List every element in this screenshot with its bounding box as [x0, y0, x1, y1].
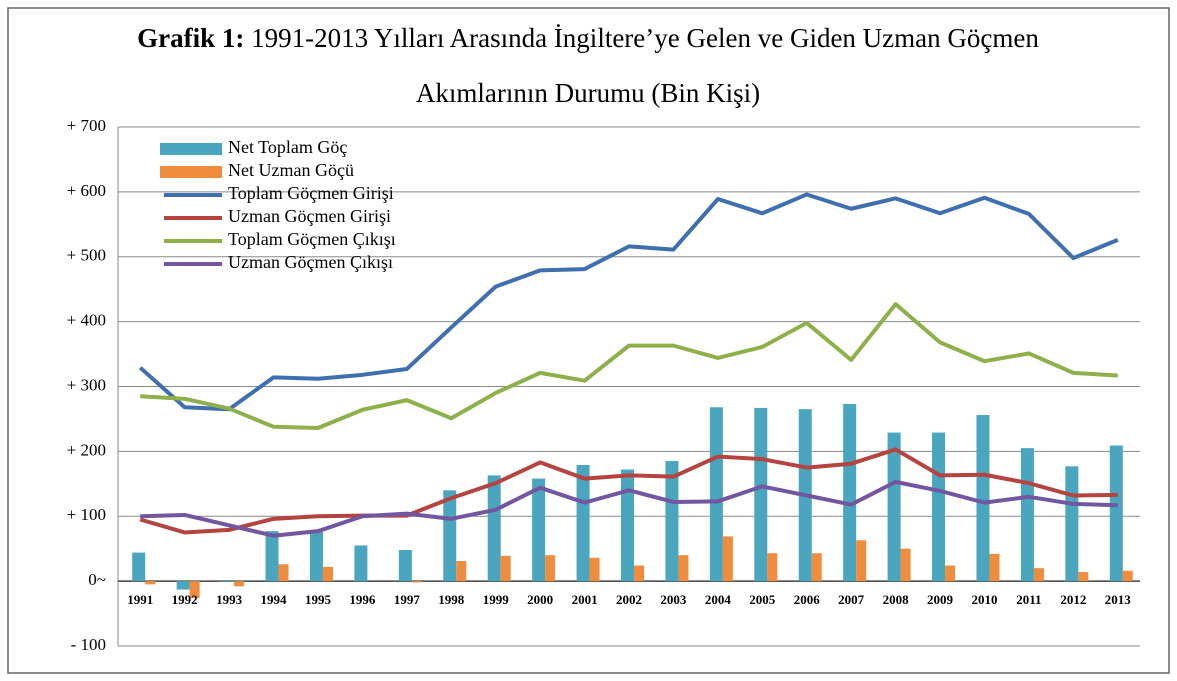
bar	[322, 566, 333, 582]
legend-label: Net Uzman Göçü	[228, 160, 354, 180]
x-tick-label: 1998	[438, 592, 465, 607]
bar	[278, 564, 289, 582]
bar	[309, 531, 323, 582]
bar	[132, 552, 146, 582]
x-tick-label: 1995	[305, 592, 332, 607]
line	[138, 192, 1119, 412]
x-tick-label: 2006	[794, 592, 821, 607]
legend-label: Uzman Göçmen Çıkışı	[228, 252, 393, 272]
x-tick-label: 2012	[1060, 592, 1086, 607]
bar	[722, 536, 733, 582]
bar	[932, 432, 946, 582]
y-tick-label: + 500	[67, 246, 106, 265]
x-tick-label: 2004	[705, 592, 732, 607]
y-tick-label: + 100	[67, 505, 106, 524]
y-tick-label: + 700	[67, 116, 106, 135]
bar	[1078, 572, 1089, 582]
bar	[665, 461, 679, 582]
x-tick-label: 2008	[883, 592, 910, 607]
bar	[754, 407, 768, 582]
x-tick-label: 1996	[349, 592, 376, 607]
y-tick-label: + 200	[67, 440, 106, 459]
title-line: Akımlarının Durumu (Bin Kişi)	[416, 78, 760, 108]
x-tick-label: 2013	[1105, 592, 1132, 607]
bar	[767, 553, 778, 582]
bar	[234, 581, 245, 587]
bar	[189, 581, 200, 598]
legend-label: Toplam Göçmen Çıkışı	[228, 229, 396, 249]
legend-label: Uzman Göçmen Girişi	[228, 206, 391, 226]
bar	[989, 553, 1000, 582]
legend-swatch	[160, 166, 222, 178]
bar	[545, 555, 556, 582]
bar	[887, 432, 901, 582]
legend-label: Net Toplam Göç	[228, 137, 347, 157]
legend-swatch	[160, 143, 222, 155]
bar	[456, 561, 467, 582]
y-tick-label: + 600	[67, 181, 106, 200]
bar	[398, 549, 412, 582]
bar	[145, 581, 156, 585]
bar	[500, 555, 511, 582]
x-tick-label: 1993	[216, 592, 243, 607]
bar	[532, 478, 546, 582]
x-tick-label: 1997	[394, 592, 421, 607]
bar	[411, 581, 422, 583]
bar	[443, 490, 457, 582]
line	[139, 447, 1118, 535]
y-tick-label: 0~	[88, 570, 106, 589]
bar	[265, 531, 279, 582]
bar	[811, 553, 822, 582]
title-line: 1991-2013 Yılları Arasında İngiltere’ye …	[251, 23, 1039, 53]
x-tick-label: 2002	[616, 592, 642, 607]
bar	[176, 581, 190, 590]
bar	[945, 565, 956, 582]
chart-title: Grafik 1: 1991-2013 Yılları Arasında İng…	[137, 23, 1039, 53]
y-tick-label: - 100	[71, 635, 106, 654]
bar	[621, 469, 634, 582]
bar	[976, 415, 990, 582]
bar	[221, 581, 235, 582]
bar	[1033, 568, 1044, 582]
y-tick-label: + 300	[67, 375, 106, 394]
bar	[1109, 445, 1123, 582]
bar	[354, 545, 368, 582]
line	[140, 479, 1118, 538]
x-tick-label: 1991	[127, 592, 153, 607]
y-tick-label: + 400	[67, 311, 106, 330]
line	[140, 302, 1118, 431]
x-tick-label: 2009	[927, 592, 954, 607]
x-tick-label: 1992	[172, 592, 198, 607]
bar	[1020, 448, 1034, 582]
legend-label: Toplam Göçmen Girişi	[228, 183, 394, 203]
bar	[634, 565, 644, 582]
x-tick-label: 1999	[483, 592, 510, 607]
bar	[487, 475, 501, 582]
bar	[900, 548, 911, 582]
bar	[709, 407, 723, 582]
x-tick-label: 1994	[261, 592, 288, 607]
x-tick-label: 2000	[527, 592, 553, 607]
x-tick-label: 2001	[572, 592, 598, 607]
bar	[589, 557, 600, 582]
bar	[1065, 466, 1079, 582]
bar	[576, 464, 590, 582]
x-tick-label: 2005	[749, 592, 776, 607]
title-label: Grafik 1:	[137, 23, 244, 53]
bar	[1122, 570, 1133, 582]
x-tick-label: 2010	[971, 592, 997, 607]
x-tick-label: 2011	[1016, 592, 1041, 607]
bar	[843, 404, 857, 582]
x-tick-label: 2007	[838, 592, 865, 607]
x-tick-label: 2003	[660, 592, 687, 607]
bar	[856, 540, 867, 582]
bar	[678, 555, 689, 582]
